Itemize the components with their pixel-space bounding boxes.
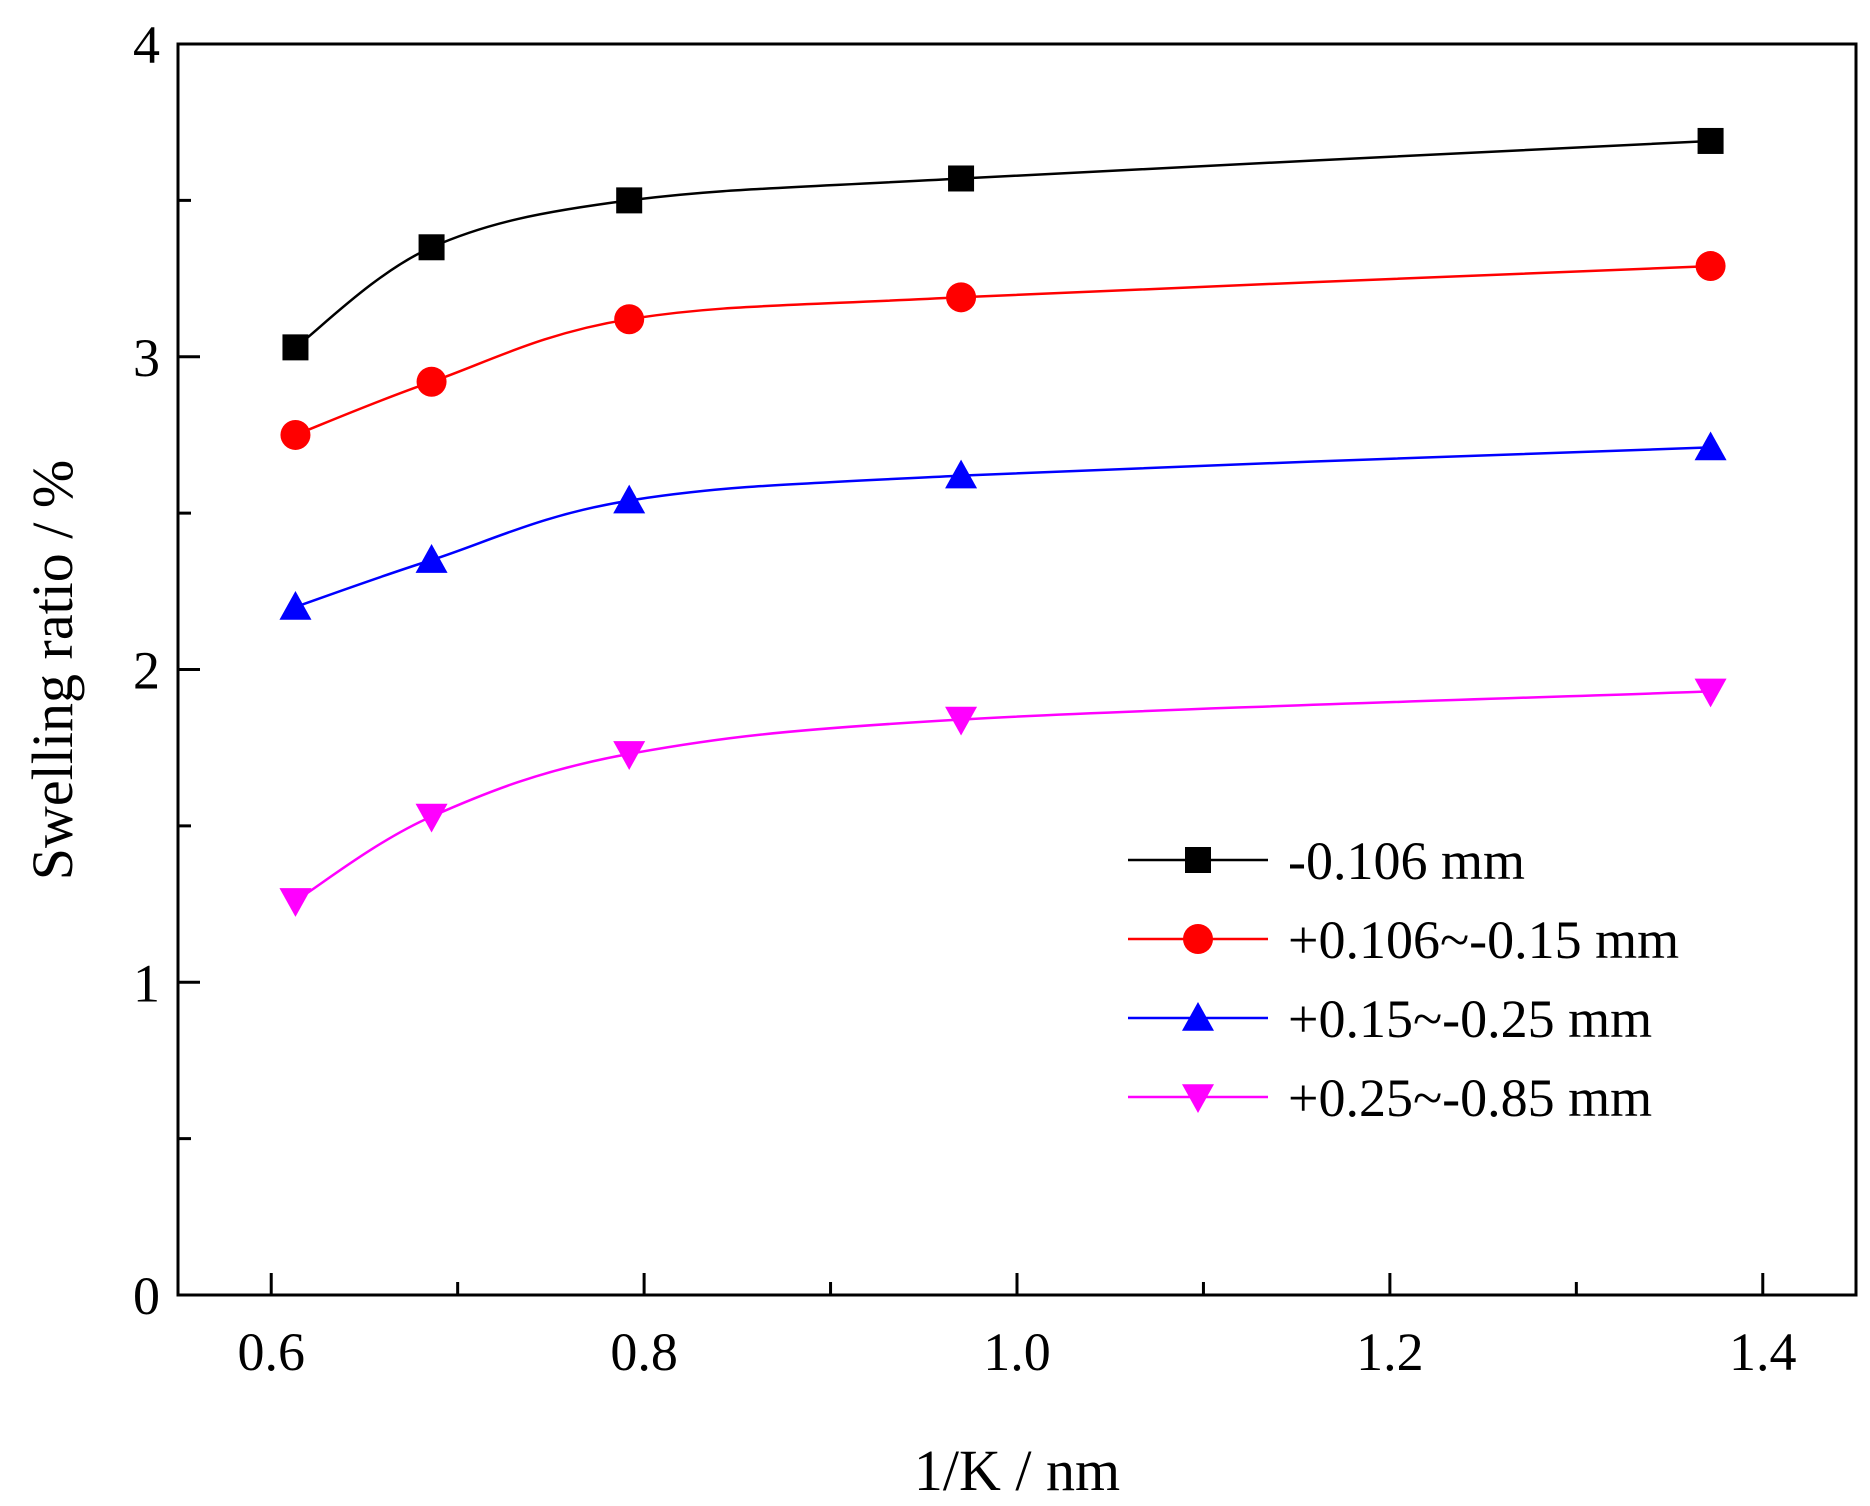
series-layer — [279, 127, 1727, 917]
data-point — [1694, 678, 1727, 708]
data-point — [282, 334, 309, 361]
data-point — [418, 234, 445, 261]
y-tick-label: 1 — [133, 953, 160, 1013]
data-point — [613, 484, 646, 514]
series-1 — [282, 127, 1724, 361]
x-axis-label: 1/K / nm — [914, 1438, 1120, 1501]
data-point — [279, 590, 312, 620]
legend-marker — [1183, 924, 1213, 954]
series-3 — [279, 431, 1727, 620]
y-axis-label: Swelling ratio / % — [20, 460, 85, 880]
data-point — [279, 888, 312, 917]
data-point — [616, 187, 643, 214]
series-line — [295, 446, 1711, 609]
legend-entry: +0.25~-0.85 mm — [1128, 1068, 1652, 1128]
data-point — [613, 741, 646, 770]
legend-marker — [1182, 1084, 1214, 1113]
data-point — [416, 366, 447, 397]
legend-entry: -0.106 mm — [1128, 831, 1525, 891]
legend-label: +0.25~-0.85 mm — [1288, 1068, 1652, 1128]
y-tick-label: 4 — [133, 15, 160, 75]
legend-label: +0.15~-0.25 mm — [1288, 989, 1652, 1049]
data-point — [1695, 251, 1726, 282]
ticks: 0.6 0.8 1.0 1.2 1.4 0 1 2 3 4 — [133, 15, 1797, 1382]
data-point — [948, 165, 975, 192]
legend-marker — [1182, 1002, 1214, 1031]
series-2 — [280, 251, 1726, 450]
legend-entry: +0.15~-0.25 mm — [1128, 989, 1652, 1049]
x-tick-label: 1.4 — [1729, 1322, 1797, 1382]
x-tick-label: 0.6 — [237, 1322, 305, 1382]
series-4 — [279, 678, 1727, 917]
data-point — [415, 803, 448, 833]
data-point — [280, 419, 311, 450]
data-point — [946, 282, 977, 313]
x-tick-label: 0.8 — [610, 1322, 678, 1382]
legend: -0.106 mm +0.106~-0.15 mm +0.15~-0.25 mm +0… — [1128, 831, 1679, 1128]
legend-marker — [1185, 847, 1211, 873]
legend-label: -0.106 mm — [1288, 831, 1525, 891]
data-point — [945, 706, 978, 736]
data-point — [1694, 431, 1727, 461]
series-line — [295, 264, 1711, 437]
legend-label: +0.106~-0.15 mm — [1288, 910, 1679, 970]
y-tick-label: 3 — [133, 328, 160, 388]
series-line — [294, 139, 1711, 349]
data-point — [614, 304, 645, 335]
data-point — [945, 459, 978, 489]
legend-entry: +0.106~-0.15 mm — [1128, 910, 1679, 970]
y-tick-label: 2 — [133, 641, 160, 701]
data-point — [415, 544, 448, 573]
x-tick-label: 1.0 — [983, 1322, 1051, 1382]
y-tick-label: 0 — [133, 1266, 160, 1326]
data-point — [1697, 127, 1724, 154]
x-tick-label: 1.2 — [1356, 1322, 1424, 1382]
